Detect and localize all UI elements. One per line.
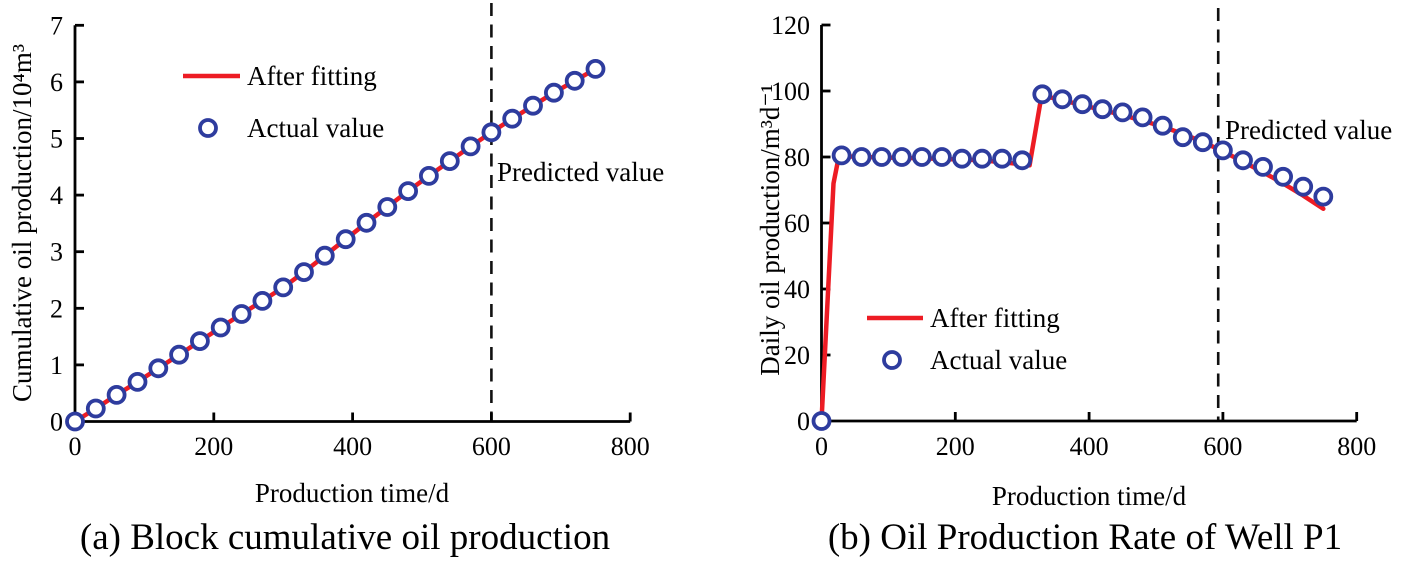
actual-value-point [851,147,872,167]
legend-fit-label: After fitting [930,303,1060,333]
actual-value-point [911,147,932,167]
y-tick-label: 6 [50,68,63,97]
chart-b-x-axis-label: Production time/d [991,481,1187,511]
x-tick-label: 600 [472,432,511,461]
actual-value-point [1052,89,1073,110]
actual-value-point [418,165,439,186]
legend-actual-label: Actual value [247,113,384,143]
actual-value-point [481,122,502,143]
x-tick-label: 600 [1203,432,1242,461]
actual-value-point [871,147,892,167]
actual-value-point [1253,156,1273,177]
actual-value-point [1012,150,1033,171]
x-tick-label: 0 [69,432,82,461]
actual-value-point [356,212,377,233]
actual-value-point [65,411,85,432]
x-tick-label: 800 [611,432,650,461]
x-tick-label: 200 [194,432,233,461]
y-tick-label: 100 [771,77,810,106]
x-tick-label: 400 [1070,432,1109,461]
legend-actual-marker-swatch [882,350,902,370]
actual-value-point [585,59,606,79]
actual-value-point [1172,127,1193,148]
y-tick-label: 4 [50,181,63,210]
actual-value-point [273,277,294,298]
y-tick-label: 20 [784,341,810,370]
actual-value-point [231,304,252,324]
y-tick-label: 0 [797,407,810,436]
y-tick-label: 60 [784,209,810,238]
actual-value-point [502,108,523,129]
y-tick-label: 5 [50,125,63,154]
actual-value-point [1032,84,1053,105]
actual-value-point [1072,94,1093,115]
y-tick-label: 7 [50,11,63,40]
actual-value-point [377,197,398,217]
actual-value-point [1293,176,1314,197]
actual-value-point [952,148,972,169]
predicted-value-annotation: Predicted value [497,157,664,187]
actual-value-point [1213,140,1233,161]
x-tick-label: 200 [936,432,975,461]
actual-value-point [460,136,481,157]
predicted-value-annotation: Predicted value [1225,115,1392,145]
legend-actual-label: Actual value [930,345,1067,375]
actual-value-point [127,371,148,392]
actual-value-point [85,398,106,419]
actual-value-point [106,384,127,405]
actual-value-point [189,331,210,352]
actual-value-point [831,145,852,166]
actual-value-point [148,358,169,379]
actual-value-point [811,411,832,431]
chart-b-y-axis-label: Daily oil production/m³d⁻¹ [755,84,785,376]
legend-actual-marker-swatch [198,118,218,138]
x-tick-label: 800 [1337,432,1376,461]
actual-value-point [210,317,231,338]
actual-value-point [314,245,335,266]
actual-value-point [523,95,543,116]
actual-value-point [992,148,1013,169]
actual-value-point [398,181,419,202]
actual-value-point [252,290,273,311]
actual-value-point [972,148,993,169]
chart-a-cumulative-production-plot: 0 1 2 3 4 5 6 7 0 200 400 600 800 After fitting Actual… [50,3,664,461]
y-tick-label: 3 [50,238,63,267]
actual-value-point [294,262,314,283]
actual-value-point [335,229,356,250]
actual-value-point [169,344,190,365]
y-tick-label: 1 [50,351,63,380]
chart-b-daily-production-plot: 0 20 40 60 80 100 120 0 200 400 600 800 After fittin… [771,8,1392,461]
y-tick-label: 2 [50,294,63,323]
actual-value-point [931,147,952,167]
x-tick-label: 400 [333,432,372,461]
actual-value-point [1132,107,1153,128]
y-tick-label: 0 [50,408,63,437]
actual-value-point [1313,186,1334,207]
actual-value-point [1092,99,1113,120]
actual-value-point [1273,166,1293,187]
chart-b-caption: (b) Oil Production Rate of Well P1 [827,517,1343,558]
x-tick-label: 0 [815,432,828,461]
actual-value-point [891,147,912,167]
actual-value-point [564,70,585,91]
actual-value-point [1233,150,1253,171]
actual-value-point [1192,132,1213,153]
legend-fit-label: After fitting [247,61,377,91]
y-tick-label: 120 [771,11,810,40]
actual-value-point [439,151,460,172]
actual-value-point [1112,102,1133,123]
chart-a-y-axis-label: Cumulative oil production/10⁴m³ [7,44,37,402]
actual-value-point [1152,115,1173,136]
y-tick-label: 40 [784,275,810,304]
chart-a-x-axis-label: Production time/d [254,478,450,508]
actual-value-point [544,82,564,103]
y-tick-label: 80 [784,143,810,172]
chart-a-caption: (a) Block cumulative oil production [79,517,611,558]
